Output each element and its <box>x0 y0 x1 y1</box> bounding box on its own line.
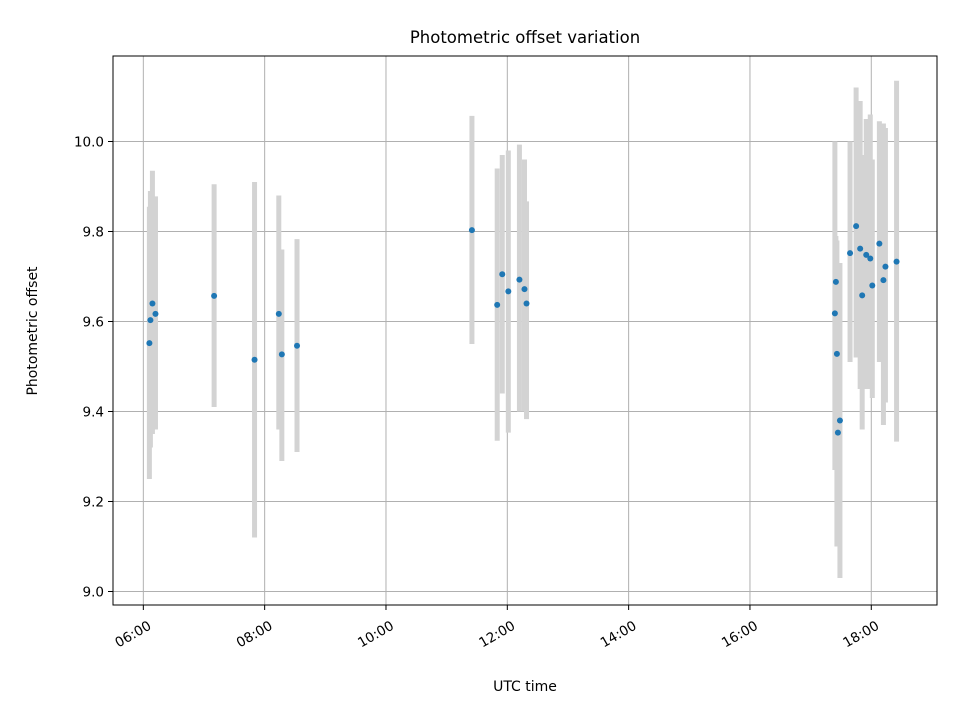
data-point <box>847 250 854 257</box>
data-point <box>149 300 156 307</box>
data-point <box>499 271 506 278</box>
y-tick-label: 9.6 <box>83 315 104 331</box>
data-point <box>867 255 874 262</box>
data-point <box>834 429 841 436</box>
data-point <box>863 251 870 258</box>
data-point <box>876 240 883 247</box>
data-point <box>882 263 889 270</box>
data-point <box>468 227 475 234</box>
data-point <box>857 245 864 252</box>
data-point <box>893 258 900 265</box>
data-point <box>152 310 159 317</box>
y-tick-label: 9.0 <box>83 585 104 601</box>
y-tick-label: 9.4 <box>83 405 104 421</box>
y-tick-label: 10.0 <box>74 135 104 151</box>
data-point <box>494 301 501 308</box>
data-point <box>251 356 258 363</box>
chart-title: Photometric offset variation <box>410 28 640 47</box>
data-point <box>521 286 528 293</box>
data-point <box>275 310 282 317</box>
y-axis-ticks: 9.0 9.2 9.4 9.6 9.8 10.0 <box>74 135 113 601</box>
data-point <box>505 288 512 295</box>
data-point <box>836 417 843 424</box>
data-point <box>516 276 523 283</box>
y-tick-label: 9.2 <box>83 495 104 511</box>
grid-lines <box>113 56 937 605</box>
x-axis-title: UTC time <box>493 679 557 695</box>
data-point <box>869 282 876 289</box>
plot-area-frame <box>112 55 938 606</box>
data-point <box>832 278 839 285</box>
data-point <box>880 277 887 284</box>
data-point <box>853 223 860 230</box>
data-point <box>294 342 301 349</box>
data-point <box>147 317 154 324</box>
data-points <box>146 223 900 436</box>
data-point <box>211 292 218 299</box>
data-point <box>523 300 530 307</box>
data-point <box>146 340 153 347</box>
y-axis-title: Photometric offset <box>25 266 41 396</box>
data-point <box>859 292 866 299</box>
data-point <box>831 310 838 317</box>
data-point <box>833 350 840 357</box>
data-point <box>278 351 285 358</box>
y-tick-label: 9.8 <box>83 225 104 241</box>
